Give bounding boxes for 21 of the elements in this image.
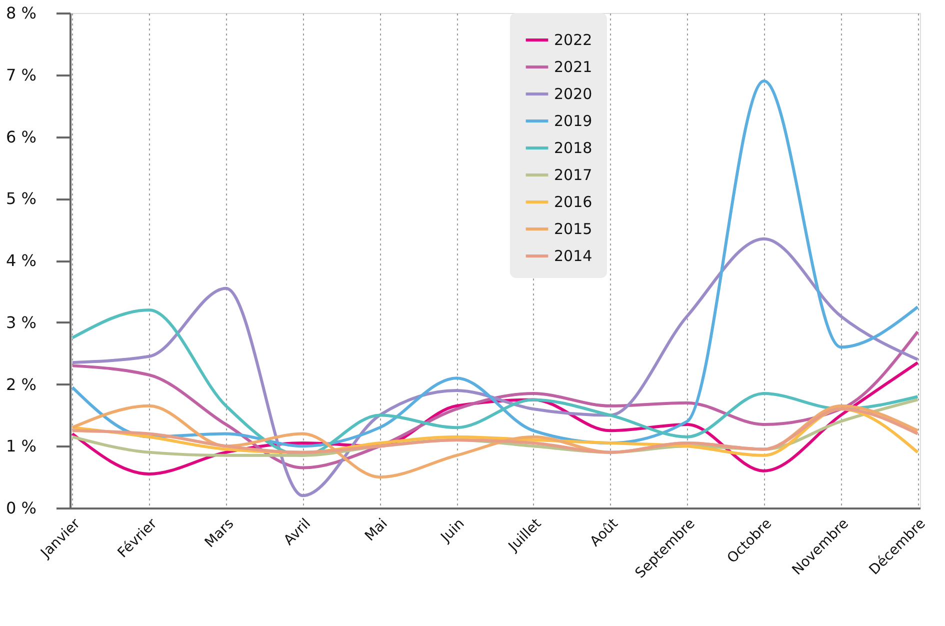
x-tick-label: Mai [362, 516, 391, 544]
line-series [70, 237, 920, 498]
y-tick-label: 3 % [6, 312, 36, 332]
legend-label: 2014 [554, 247, 592, 265]
legend-label: 2020 [554, 85, 592, 103]
legend-label: 2021 [554, 58, 592, 76]
y-tick-label: 7 % [6, 65, 36, 84]
legend-label: 2017 [554, 166, 592, 184]
y-tick-label: 0 % [6, 498, 36, 518]
legend-label: 2015 [554, 220, 592, 238]
y-tick-label: 6 % [6, 127, 36, 146]
legend-label: 2022 [554, 31, 592, 49]
y-tick-label: 5 % [6, 189, 36, 208]
y-tick-label: 1 % [6, 436, 36, 456]
y-tick-label: 8 % [6, 4, 36, 22]
legend-label: 2019 [554, 112, 592, 130]
legend-label: 2018 [554, 139, 592, 157]
y-tick-label: 2 % [6, 374, 36, 394]
legend-label: 2016 [554, 193, 592, 211]
line-series [70, 308, 920, 457]
y-tick-label: 4 % [6, 251, 36, 270]
